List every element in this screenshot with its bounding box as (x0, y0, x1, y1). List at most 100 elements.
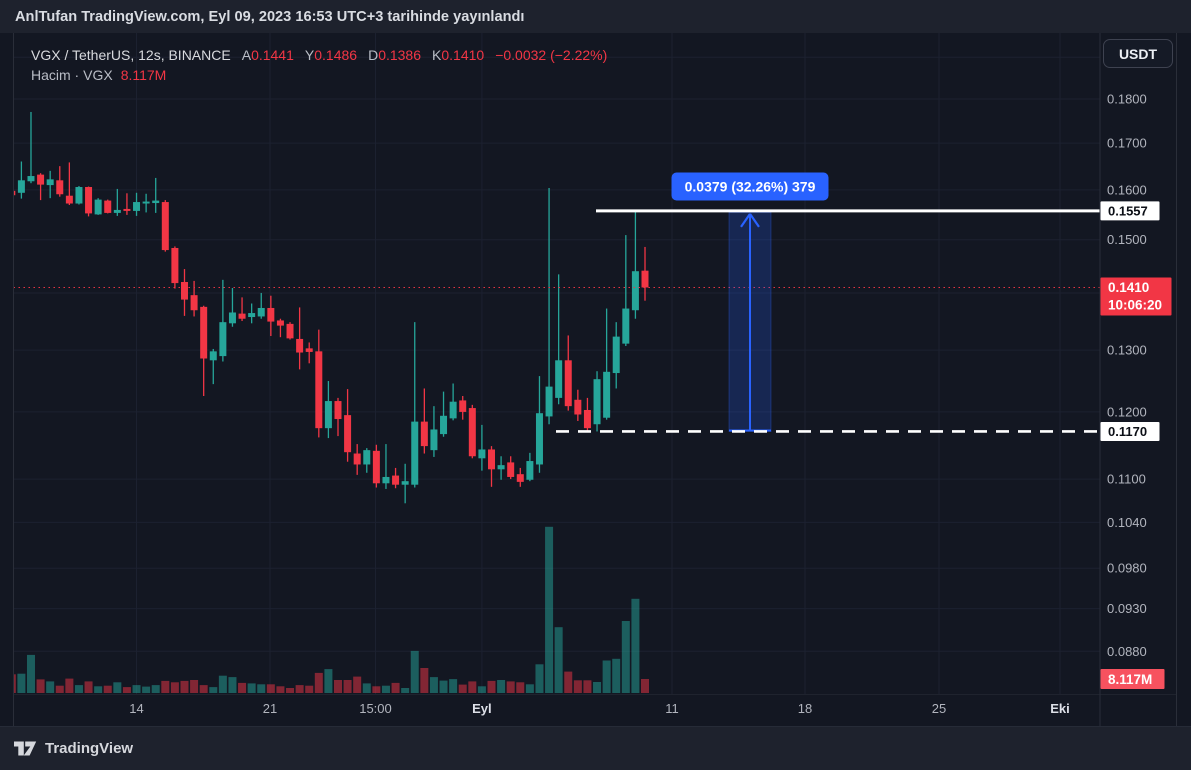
measure-label-text: 0.0379 (32.26%) 379 (685, 179, 816, 195)
volume-bar (199, 685, 208, 693)
candle-body (478, 449, 486, 459)
volume-bar (391, 682, 400, 693)
time-axis-label: 14 (129, 701, 143, 716)
chart-legend: VGX / TetherUS, 12s, BINANCE A0.1441 Y0.14… (31, 45, 607, 85)
time-axis-label: 15:00 (359, 701, 392, 716)
candle-body (123, 208, 131, 211)
candle-body (440, 415, 448, 435)
volume-bar (593, 681, 602, 693)
volume-bar (621, 620, 630, 693)
candle-body (171, 247, 179, 284)
price-pane[interactable] (8, 111, 650, 693)
volume-bar (55, 685, 64, 693)
currency-toggle-button[interactable]: USDT (1103, 39, 1173, 68)
volume-bar (36, 679, 45, 693)
volume-bar (449, 679, 458, 693)
countdown-timer: 10:06:20 (1108, 297, 1162, 312)
candle-body (382, 476, 390, 484)
candle-body (641, 270, 649, 288)
candle-body (238, 313, 246, 319)
change-value: −0.0032 (−2.22%) (495, 47, 608, 63)
svg-text:0.1410: 0.1410 (1108, 280, 1149, 295)
price-axis-label: 0.0930 (1107, 601, 1147, 616)
volume-bar (142, 686, 151, 693)
volume-bar (13, 674, 16, 693)
volume-bar (190, 680, 199, 693)
candle-body (276, 320, 284, 326)
time-axis-label: 21 (263, 701, 277, 716)
time-axis-label: 25 (932, 701, 946, 716)
price-axis-label: 0.1700 (1107, 136, 1147, 151)
volume-bar (324, 669, 333, 693)
volume-bar (439, 680, 448, 693)
measure-arrow-head (740, 213, 760, 228)
svg-text:0.1170: 0.1170 (1108, 424, 1147, 439)
candle-body (401, 481, 409, 485)
price-tag-0.1410: 0.1410 10:06:20 (1100, 277, 1172, 316)
candle-body (133, 202, 141, 211)
candle-body (372, 450, 380, 484)
candle-body (94, 199, 102, 215)
candle-body (583, 409, 591, 429)
candle-body (344, 415, 352, 453)
publish-info-bar: AnlTufan TradingView.com, Eyl 09, 2023 1… (0, 0, 1191, 33)
candle-body (209, 351, 217, 361)
candle-body (535, 413, 543, 465)
candle-body (46, 179, 54, 186)
time-axis-label: 18 (798, 701, 812, 716)
volume-bar (161, 680, 170, 693)
measure-annotation[interactable]: 0.0379 (32.26%) 379 (671, 172, 829, 432)
candle-body (75, 187, 83, 204)
price-axis[interactable]: 0.1800 0.1700 0.1600 0.1500 0.1300 0.1200 0.11… (1100, 92, 1172, 690)
symbol-title[interactable]: VGX / TetherUS, 12s, BINANCE (31, 47, 231, 63)
volume-bar (545, 526, 554, 693)
volume-bar (554, 627, 563, 693)
candle-body (526, 461, 534, 480)
ohlc-item-label: D (368, 47, 379, 63)
volume-bar (497, 680, 506, 693)
volume-bar (631, 598, 640, 693)
candle-body (334, 401, 342, 420)
chart-canvas[interactable]: 0.0379 (32.26%) 3790.18000.17000.16000.1… (0, 33, 1191, 726)
volume-bar (209, 687, 218, 693)
candle-body (65, 195, 73, 204)
tradingview-logo-icon[interactable] (14, 740, 37, 757)
measure-label-box[interactable] (671, 172, 829, 201)
price-axis-label: 0.0880 (1107, 644, 1147, 659)
candle-body (248, 313, 256, 318)
brand-name[interactable]: TradingView (45, 740, 134, 757)
volume-bar (564, 671, 573, 693)
candle-body (392, 475, 400, 485)
volume-bar (132, 685, 141, 693)
footer-bar: TradingView (0, 726, 1191, 770)
volume-bar (410, 650, 419, 693)
time-axis[interactable]: 14 21 15:00 Eyl 11 18 25 Eki (129, 701, 1069, 716)
volume-bar (573, 680, 582, 693)
volume-bar (266, 684, 275, 693)
volume-value: 8.117M (120, 67, 167, 83)
volume-bar (458, 684, 467, 693)
grid (13, 33, 1100, 694)
volume-bars (13, 526, 650, 693)
volume-indicator-label[interactable]: Hacim · VGX (31, 67, 113, 83)
volume-bar (477, 686, 486, 693)
volume-bar (103, 685, 112, 693)
candle-body (142, 201, 150, 204)
candle-body (488, 449, 495, 470)
price-axis-label: 0.1600 (1107, 182, 1147, 197)
price-axis-label: 0.1300 (1107, 343, 1147, 358)
volume-bar (314, 672, 323, 693)
candle-body (603, 371, 611, 418)
time-axis-label: 11 (665, 701, 679, 716)
candle-body (17, 180, 25, 193)
candle-body (468, 408, 476, 457)
volume-bar (506, 681, 515, 693)
candle-body (411, 421, 419, 485)
volume-bar (401, 688, 410, 693)
volume-bar (429, 677, 438, 693)
candle-body (420, 421, 428, 447)
candle-body (219, 322, 227, 357)
price-tag-8.117M: 8.117M (1100, 669, 1165, 689)
volume-bar (420, 668, 429, 693)
candle-body (507, 462, 515, 477)
